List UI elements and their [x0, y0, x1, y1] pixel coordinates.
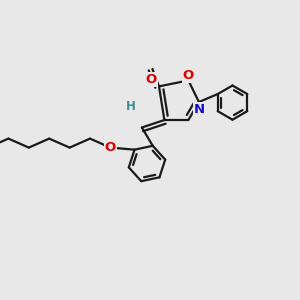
Text: O: O [146, 73, 157, 86]
Text: N: N [194, 103, 205, 116]
Text: O: O [183, 69, 194, 82]
Text: O: O [105, 141, 116, 154]
Text: H: H [126, 100, 135, 113]
